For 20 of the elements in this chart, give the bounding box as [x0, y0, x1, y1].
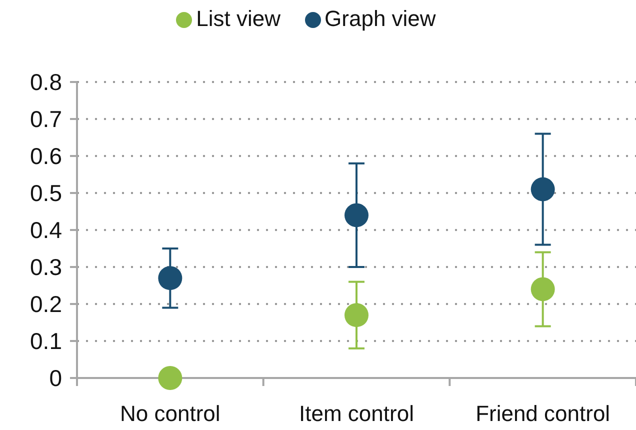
- x-tick-label: Item control: [299, 401, 414, 426]
- x-tick-label: No control: [120, 401, 220, 426]
- point: [344, 203, 368, 228]
- legend-label: List view: [196, 6, 281, 31]
- y-tick-label: 0.7: [30, 106, 62, 132]
- point: [344, 303, 368, 328]
- point: [530, 177, 555, 202]
- y-tick-label: 0.6: [30, 143, 62, 170]
- y-tick-label: 0.5: [30, 180, 62, 206]
- point: [158, 266, 182, 290]
- y-tick-label: 0.8: [30, 69, 62, 96]
- y-tick-label: 0.4: [30, 217, 62, 244]
- legend-label: Graph view: [324, 6, 436, 31]
- y-tick-label: 0.1: [30, 328, 62, 354]
- y-tick-label: 0.2: [30, 291, 62, 318]
- point: [530, 277, 555, 302]
- x-tick-label: Friend control: [476, 401, 610, 426]
- point: [158, 366, 182, 390]
- y-tick-label: 0: [49, 365, 62, 392]
- y-tick-label: 0.3: [30, 254, 62, 280]
